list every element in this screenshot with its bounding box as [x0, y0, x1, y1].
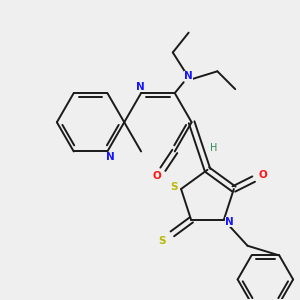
- Text: S: S: [159, 236, 166, 246]
- Text: N: N: [184, 71, 193, 81]
- Text: H: H: [210, 143, 217, 153]
- Text: N: N: [225, 217, 234, 227]
- Text: N: N: [106, 152, 115, 162]
- Text: S: S: [170, 182, 178, 192]
- Text: N: N: [136, 82, 145, 92]
- Text: O: O: [153, 171, 161, 181]
- Text: O: O: [258, 170, 267, 180]
